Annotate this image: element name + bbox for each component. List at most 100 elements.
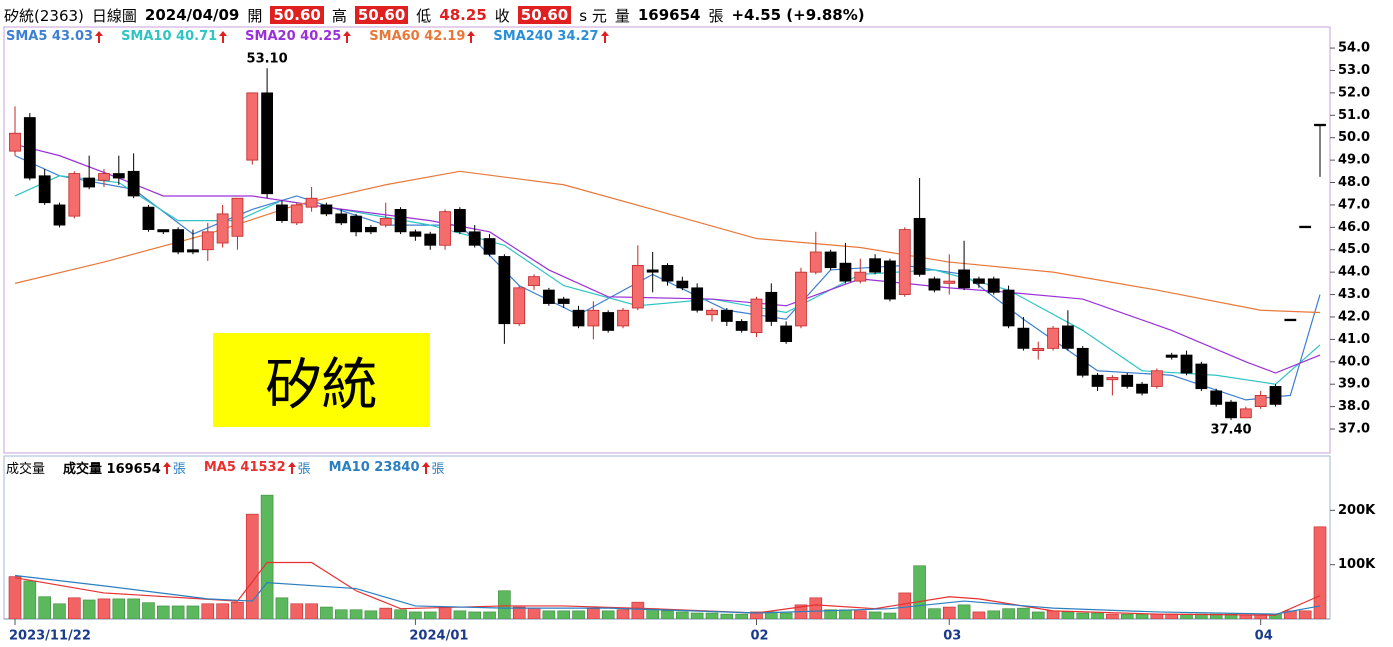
volume-bar: [587, 608, 600, 619]
volume-bar: [468, 611, 482, 619]
volume-bar: [349, 609, 363, 619]
candle-body: [602, 312, 615, 331]
ma-line: [14, 574, 1321, 615]
candle-body: [631, 265, 644, 309]
y-tick-label: 54.0: [1338, 41, 1370, 56]
candle-body: [1165, 354, 1178, 358]
volume-bar: [142, 602, 155, 619]
volume-bar: [942, 606, 956, 619]
volume-panel: [3, 455, 1331, 620]
volume-bar: [616, 609, 630, 619]
low-value: 48.25: [439, 6, 487, 24]
volume-bar: [676, 611, 689, 619]
candle-body: [9, 132, 21, 152]
candle-body: [987, 278, 1000, 293]
volume-bar: [1254, 614, 1267, 619]
header: 矽統(2363) 日線圖 2024/04/09 開 50.60 高 50.60 …: [4, 4, 865, 26]
candle-body: [898, 229, 911, 295]
y-tick-label: 47.0: [1338, 197, 1370, 212]
candle-body: [646, 269, 659, 273]
y-tick-label: 40.0: [1338, 354, 1370, 369]
candle-body: [394, 209, 407, 233]
candle-body: [958, 269, 970, 289]
volume-bar: [1091, 612, 1104, 619]
legend-item: SMA240 34.27: [493, 29, 609, 44]
volume-bar: [631, 601, 645, 619]
volume-bar: [542, 610, 556, 619]
volume-value: 169654: [637, 6, 701, 24]
volume-bar: [1150, 613, 1164, 619]
volume-bar: [1031, 611, 1045, 619]
volume-bar: [1002, 608, 1015, 619]
volume-bar: [1239, 614, 1253, 619]
candle-body: [1225, 401, 1237, 419]
candle-body: [305, 197, 318, 208]
volume-plot: [8, 494, 1327, 619]
candle-body: [1180, 354, 1193, 374]
volume-bar: [260, 494, 274, 619]
volume-bar: [498, 590, 511, 619]
legend-item: SMA60 42.19: [369, 29, 476, 44]
legend-item: 成交量 169654 張: [63, 458, 186, 477]
candle-body: [23, 117, 36, 179]
volume-bar: [97, 598, 111, 619]
volume-bar: [839, 609, 852, 619]
legend-item: MA10 23840 張: [329, 458, 445, 477]
x-tick-label: 02: [750, 629, 768, 644]
volume-bar: [156, 605, 170, 619]
volume-bar: [972, 611, 986, 619]
candle-body: [320, 204, 333, 215]
legend-item: SMA5 43.03: [6, 29, 104, 44]
candle-body: [157, 229, 170, 233]
open-value: 50.60: [270, 6, 324, 24]
y-tick-label: 41.0: [1338, 332, 1370, 347]
candle-body: [142, 206, 155, 230]
volume-bar: [1106, 613, 1119, 619]
up-arrow: [343, 30, 352, 43]
volume-bar: [1076, 612, 1090, 619]
candle-body: [943, 280, 956, 284]
change: +4.55 (+9.88%): [731, 6, 865, 24]
date: 2024/04/09: [144, 6, 240, 24]
candle-body: [1254, 395, 1267, 408]
y-tick-label: 100K: [1338, 557, 1376, 572]
label-box: 矽統: [213, 333, 430, 427]
y-tick-label: 45.0: [1338, 242, 1370, 257]
up-arrow: [287, 461, 296, 474]
candle-body: [216, 213, 229, 244]
candle-body: [127, 170, 140, 197]
volume-bar: [201, 603, 215, 619]
price-plot: [9, 68, 1326, 421]
volume-bar: [913, 565, 926, 619]
volume-bar: [82, 599, 96, 619]
candle-body: [913, 217, 926, 275]
volume-bar: [483, 611, 496, 619]
volume-unit: 張: [708, 6, 724, 25]
volume-bar: [512, 606, 526, 619]
price-legend: SMA5 43.03 SMA10 40.71 SMA20 40.25 SMA60 42…: [6, 29, 609, 44]
candle-body: [765, 291, 778, 322]
candle-body: [691, 287, 704, 311]
candle-body: [498, 256, 511, 325]
period: 日線圖: [91, 6, 137, 25]
low-label: 低: [416, 6, 432, 25]
volume-bar: [868, 611, 882, 619]
volume-bar: [720, 613, 734, 619]
volume-bar: [809, 597, 823, 619]
high-label: 53.10: [247, 52, 288, 67]
ma-line: [14, 143, 1321, 374]
y-tick-label: 50.0: [1338, 130, 1370, 145]
volume-bar: [928, 608, 941, 619]
candle-body: [68, 173, 81, 217]
high-value: 50.60: [354, 6, 409, 24]
candle-body: [409, 231, 422, 237]
volume-label: 量: [614, 6, 630, 25]
candle-body: [542, 289, 555, 304]
y-tick-label: 37.0: [1338, 422, 1370, 437]
volume-bar: [186, 605, 200, 619]
candle-body: [468, 231, 481, 246]
volume-bar: [987, 610, 1001, 619]
close-label: 收: [494, 6, 510, 25]
volume-bar: [320, 606, 333, 619]
